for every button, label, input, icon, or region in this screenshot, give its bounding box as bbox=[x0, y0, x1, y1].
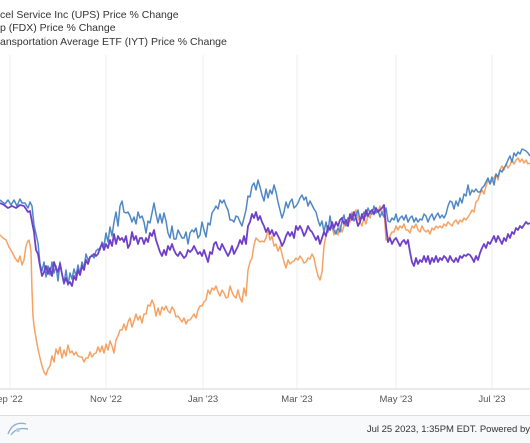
x-tick-label: Mar '23 bbox=[281, 394, 312, 405]
ycharts-logo-icon bbox=[6, 420, 30, 443]
x-tick-label: Nov '22 bbox=[90, 394, 122, 405]
footer-timestamp: Jul 25 2023, 1:35PM EDT. Powered by bbox=[366, 424, 530, 435]
x-tick-label: ep '22 bbox=[0, 394, 23, 405]
chart-footer: Jul 25 2023, 1:35PM EDT. Powered by bbox=[0, 415, 530, 443]
chart-grid bbox=[0, 55, 530, 390]
x-tick-label: Jul '23 bbox=[478, 394, 505, 405]
legend-item-ups[interactable]: cel Service Inc (UPS) Price % Change bbox=[0, 9, 179, 21]
series-line-ups bbox=[0, 148, 530, 286]
series-line-iyt bbox=[0, 202, 530, 287]
x-tick-label: May '23 bbox=[380, 394, 413, 405]
legend-item-iyt[interactable]: ansportation Average ETF (IYT) Price % C… bbox=[0, 35, 227, 48]
x-axis-ticks: ep '22 Nov '22 Jan '23 Mar '23 May '23 J… bbox=[0, 394, 506, 405]
chart-legend: cel Service Inc (UPS) Price % Change p (… bbox=[0, 9, 227, 49]
x-tick-label: Jan '23 bbox=[188, 394, 218, 405]
series-line-fdx bbox=[0, 157, 530, 376]
legend-item-fdx[interactable]: p (FDX) Price % Change bbox=[0, 22, 116, 35]
chart-series bbox=[0, 148, 530, 376]
line-chart: ep '22 Nov '22 Jan '23 Mar '23 May '23 J… bbox=[0, 55, 530, 405]
